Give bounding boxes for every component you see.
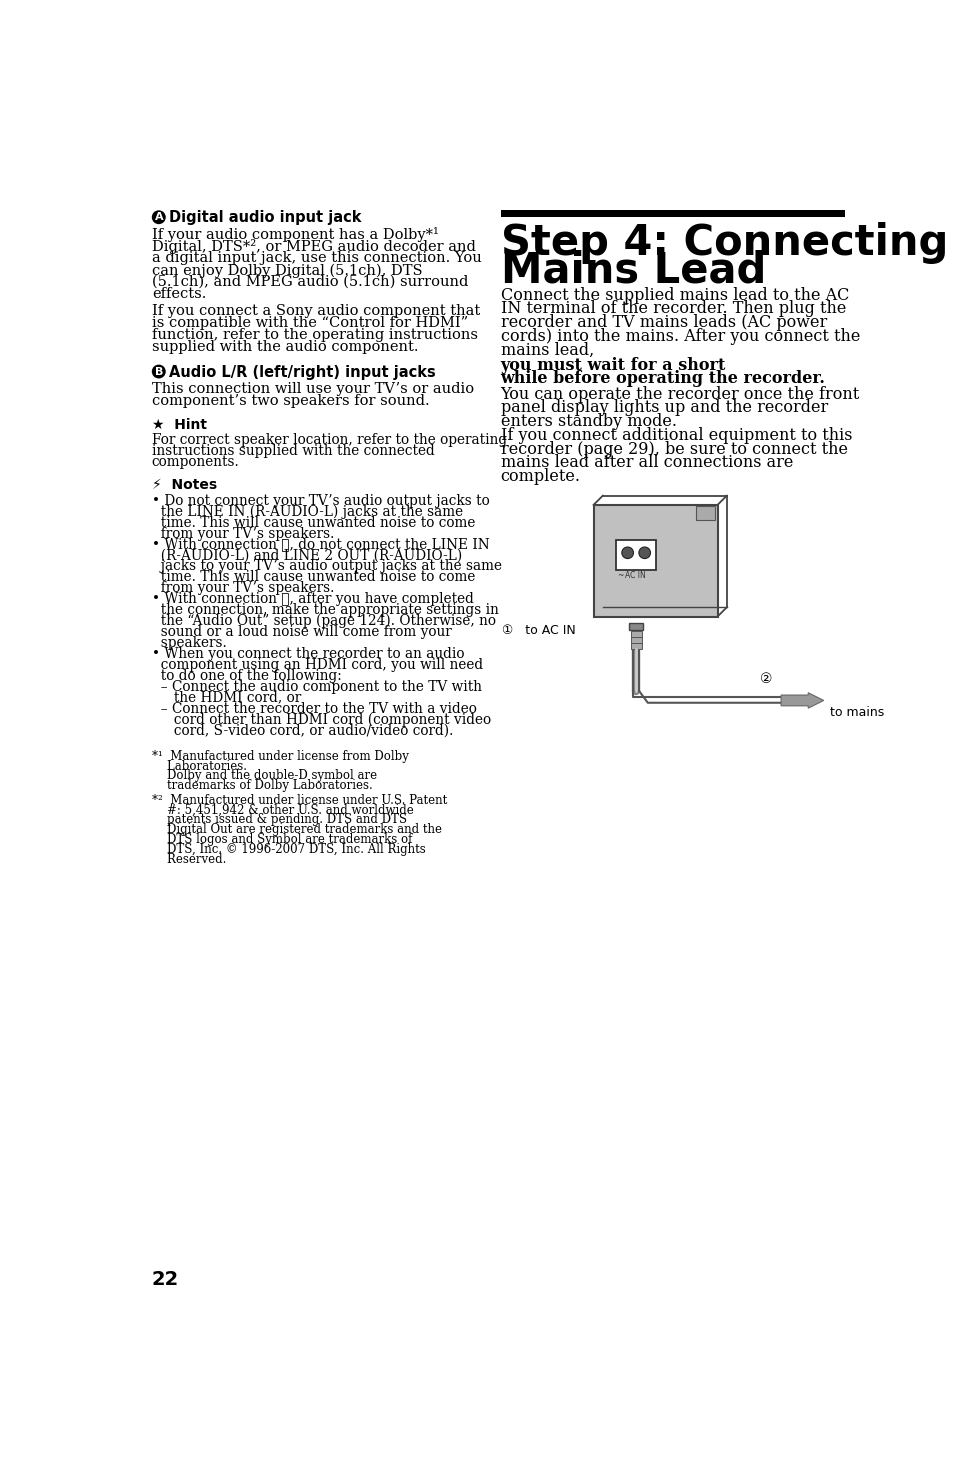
Text: *¹  Manufactured under license from Dolby: *¹ Manufactured under license from Dolby	[152, 750, 408, 762]
Text: supplied with the audio component.: supplied with the audio component.	[152, 340, 417, 354]
Circle shape	[639, 547, 650, 559]
Text: a digital input jack, use this connection. You: a digital input jack, use this connectio…	[152, 251, 481, 265]
Text: cord, S-video cord, or audio/video cord).: cord, S-video cord, or audio/video cord)…	[152, 724, 453, 737]
Text: from your TV’s speakers.: from your TV’s speakers.	[152, 581, 334, 595]
Text: B: B	[154, 366, 163, 377]
Text: trademarks of Dolby Laboratories.: trademarks of Dolby Laboratories.	[152, 779, 373, 792]
Text: ①   to AC IN: ① to AC IN	[501, 624, 576, 636]
Text: recorder (page 29), be sure to connect the: recorder (page 29), be sure to connect t…	[500, 440, 846, 458]
Text: the LINE IN (R-AUDIO-L) jacks at the same: the LINE IN (R-AUDIO-L) jacks at the sam…	[152, 504, 462, 519]
Text: time. This will cause unwanted noise to come: time. This will cause unwanted noise to …	[152, 571, 475, 584]
Text: function, refer to the operating instructions: function, refer to the operating instruc…	[152, 328, 477, 343]
Bar	[630, 632, 641, 636]
Text: DTS, Inc. © 1996-2007 DTS, Inc. All Rights: DTS, Inc. © 1996-2007 DTS, Inc. All Righ…	[152, 842, 425, 856]
Circle shape	[152, 365, 166, 378]
Text: • With connection Ⓐ, after you have completed: • With connection Ⓐ, after you have comp…	[152, 592, 474, 607]
Text: can enjoy Dolby Digital (5.1ch), DTS: can enjoy Dolby Digital (5.1ch), DTS	[152, 262, 422, 277]
Text: Dolby and the double-D symbol are: Dolby and the double-D symbol are	[152, 770, 376, 783]
Circle shape	[152, 211, 166, 224]
Text: Mains Lead: Mains Lead	[500, 249, 765, 292]
Text: Step 4: Connecting the: Step 4: Connecting the	[500, 222, 953, 264]
Text: ②: ②	[760, 672, 772, 685]
Text: recorder and TV mains leads (AC power: recorder and TV mains leads (AC power	[500, 314, 826, 331]
Text: from your TV’s speakers.: from your TV’s speakers.	[152, 526, 334, 541]
Text: instructions supplied with the connected: instructions supplied with the connected	[152, 443, 435, 458]
Text: while before operating the recorder.: while before operating the recorder.	[500, 371, 824, 387]
Text: ⚡  Notes: ⚡ Notes	[152, 479, 216, 492]
Text: If your audio component has a Dolby*¹: If your audio component has a Dolby*¹	[152, 227, 438, 242]
Text: mains lead,: mains lead,	[500, 341, 598, 359]
Text: – Connect the audio component to the TV with: – Connect the audio component to the TV …	[152, 679, 481, 694]
Text: to do one of the following:: to do one of the following:	[152, 669, 341, 682]
Text: DTS logos and Symbol are trademarks of: DTS logos and Symbol are trademarks of	[152, 833, 412, 845]
Bar	[629, 623, 642, 630]
Text: – Connect the recorder to the TV with a video: – Connect the recorder to the TV with a …	[152, 701, 476, 716]
Bar	[593, 504, 717, 617]
Text: *²  Manufactured under license under U.S. Patent: *² Manufactured under license under U.S.…	[152, 793, 447, 807]
Text: You can operate the recorder once the front: You can operate the recorder once the fr…	[500, 386, 859, 403]
Text: 22: 22	[152, 1269, 179, 1289]
Text: If you connect additional equipment to this: If you connect additional equipment to t…	[500, 427, 851, 443]
Text: speakers.: speakers.	[152, 636, 226, 650]
Text: (R-AUDIO-L) and LINE 2 OUT (R-AUDIO-L): (R-AUDIO-L) and LINE 2 OUT (R-AUDIO-L)	[152, 549, 461, 562]
Text: #: 5,451,942 & other U.S. and worldwide: #: 5,451,942 & other U.S. and worldwide	[152, 804, 413, 817]
FancyArrow shape	[781, 693, 822, 709]
Text: • Do not connect your TV’s audio output jacks to: • Do not connect your TV’s audio output …	[152, 494, 489, 507]
Text: • When you connect the recorder to an audio: • When you connect the recorder to an au…	[152, 647, 464, 661]
Bar	[616, 540, 656, 569]
Text: jacks to your TV’s audio output jacks at the same: jacks to your TV’s audio output jacks at…	[152, 559, 501, 574]
Text: component’s two speakers for sound.: component’s two speakers for sound.	[152, 393, 429, 408]
Bar	[695, 506, 715, 521]
Text: Reserved.: Reserved.	[152, 853, 226, 866]
Text: Digital Out are registered trademarks and the: Digital Out are registered trademarks an…	[152, 823, 441, 836]
Text: A: A	[154, 212, 163, 222]
Text: Connect the supplied mains lead to the AC: Connect the supplied mains lead to the A…	[500, 286, 848, 304]
Text: Audio L/R (left/right) input jacks: Audio L/R (left/right) input jacks	[169, 365, 436, 380]
Text: patents issued & pending. DTS and DTS: patents issued & pending. DTS and DTS	[152, 813, 406, 826]
Text: Digital, DTS*², or MPEG audio decoder and: Digital, DTS*², or MPEG audio decoder an…	[152, 239, 476, 254]
Bar	[500, 211, 844, 217]
Text: components.: components.	[152, 455, 239, 469]
Text: If you connect a Sony audio component that: If you connect a Sony audio component th…	[152, 304, 479, 319]
Text: the “Audio Out” setup (page 124). Otherwise, no: the “Audio Out” setup (page 124). Otherw…	[152, 614, 496, 629]
Circle shape	[621, 547, 633, 559]
Text: panel display lights up and the recorder: panel display lights up and the recorder	[500, 399, 827, 417]
Text: • With connection Ⓑ, do not connect the LINE IN: • With connection Ⓑ, do not connect the …	[152, 537, 489, 552]
Text: For correct speaker location, refer to the operating: For correct speaker location, refer to t…	[152, 433, 506, 448]
Text: AC IN: AC IN	[624, 571, 645, 580]
Text: effects.: effects.	[152, 288, 206, 301]
Text: ~: ~	[617, 571, 622, 580]
Text: the HDMI cord, or: the HDMI cord, or	[152, 691, 301, 704]
Text: cords) into the mains. After you connect the: cords) into the mains. After you connect…	[500, 328, 859, 344]
Bar	[630, 638, 641, 642]
Text: sound or a loud noise will come from your: sound or a loud noise will come from you…	[152, 624, 451, 639]
Text: Laboratories.: Laboratories.	[152, 759, 247, 773]
Text: This connection will use your TV’s or audio: This connection will use your TV’s or au…	[152, 381, 474, 396]
Text: IN terminal of the recorder. Then plug the: IN terminal of the recorder. Then plug t…	[500, 300, 845, 317]
Bar	[630, 644, 641, 650]
Text: the connection, make the appropriate settings in: the connection, make the appropriate set…	[152, 604, 498, 617]
Text: ★  Hint: ★ Hint	[152, 418, 207, 432]
Text: is compatible with the “Control for HDMI”: is compatible with the “Control for HDMI…	[152, 316, 467, 331]
Text: time. This will cause unwanted noise to come: time. This will cause unwanted noise to …	[152, 516, 475, 529]
Text: you must wait for a short: you must wait for a short	[500, 357, 725, 374]
Text: Digital audio input jack: Digital audio input jack	[169, 211, 361, 225]
Text: cord other than HDMI cord (component video: cord other than HDMI cord (component vid…	[152, 712, 491, 727]
Text: complete.: complete.	[500, 469, 580, 485]
Text: component using an HDMI cord, you will need: component using an HDMI cord, you will n…	[152, 658, 482, 672]
Text: mains lead after all connections are: mains lead after all connections are	[500, 454, 792, 472]
Text: enters standby mode.: enters standby mode.	[500, 414, 676, 430]
Text: to mains: to mains	[829, 706, 883, 719]
Text: (5.1ch), and MPEG audio (5.1ch) surround: (5.1ch), and MPEG audio (5.1ch) surround	[152, 276, 468, 289]
